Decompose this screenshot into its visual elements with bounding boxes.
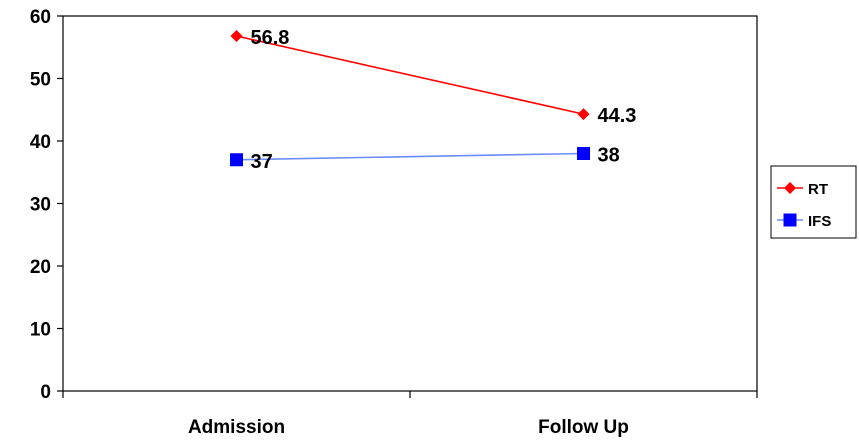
data-label-rt: 44.3 [598,105,637,127]
data-label-rt: 56.8 [251,27,290,49]
y-tick-label: 0 [40,382,51,403]
data-point-ifs [230,153,243,167]
data-label-ifs: 37 [251,151,273,173]
legend-item-rt: RT [777,181,828,198]
x-category-label: Admission [188,417,285,438]
legend-label-ifs: IFS [808,213,831,230]
plot-area [62,15,758,392]
series-line-rt [236,35,584,115]
y-axis: 0 10 20 30 40 50 60 [30,7,63,403]
legend-label-rt: RT [808,181,828,198]
y-tick-label: 30 [30,195,51,216]
data-point-rt [577,108,590,121]
legend-marker-rt [784,182,796,194]
series-line-ifs [236,152,584,161]
x-axis: Admission Follow Up [62,391,758,438]
y-tick-label: 40 [30,132,51,153]
y-tick-label: 20 [30,257,51,278]
data-point-rt [230,30,243,42]
data-label-ifs: 38 [598,145,620,167]
y-tick-label: 50 [30,70,51,91]
series-rt: 56.8 44.3 [230,27,637,127]
y-tick-label: 10 [30,320,51,341]
series-ifs: 37 38 [230,145,620,173]
y-tick-label: 60 [30,7,51,28]
legend-marker-ifs [783,213,797,227]
series-layer: 56.8 44.3 37 38 [230,27,636,173]
legend: RT IFS [770,165,857,239]
legend-item-ifs: IFS [777,213,831,230]
x-category-label: Follow Up [538,417,629,438]
data-point-ifs [577,147,590,160]
